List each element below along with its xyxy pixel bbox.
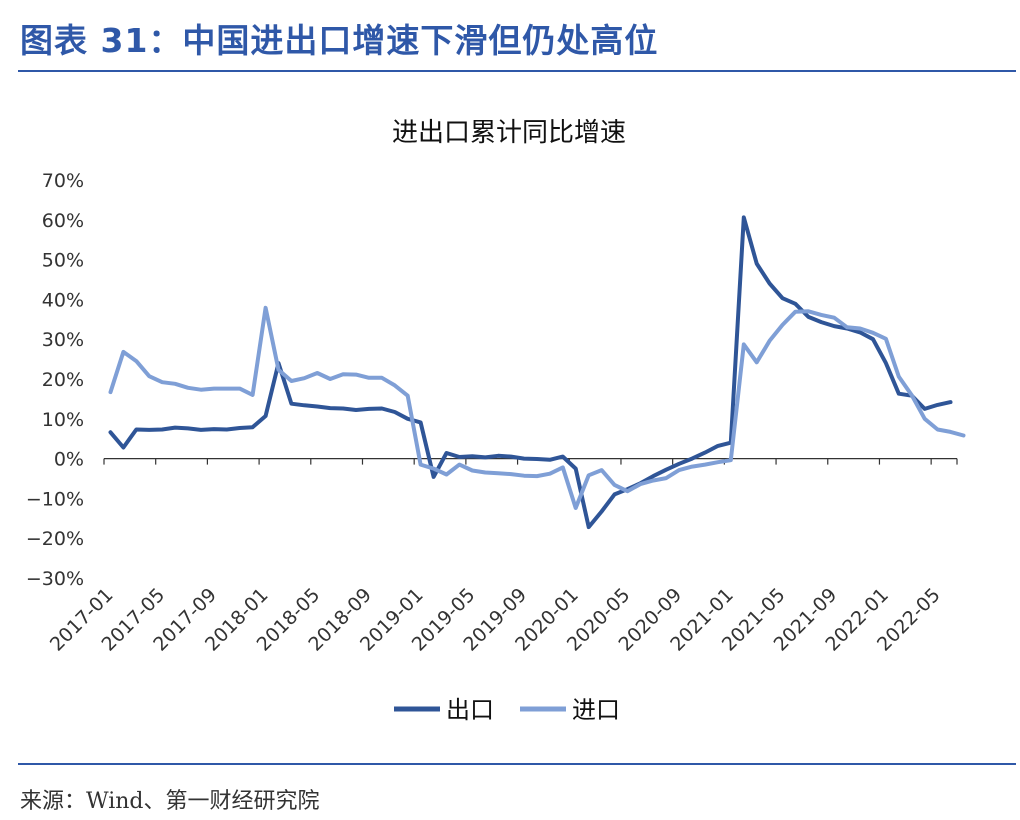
x-axis: 2017-012017-052017-092018-012018-052018-…	[46, 458, 958, 656]
y-tick-label: 70%	[42, 170, 84, 192]
y-tick-label: 20%	[42, 369, 84, 391]
y-tick-label: 50%	[42, 250, 84, 272]
legend-label: 出口	[446, 696, 494, 724]
source-note: 来源：Wind、第一财经研究院	[20, 789, 320, 814]
figure-title: 图表 31：中国进出口增速下滑但仍处高位	[20, 21, 659, 60]
chart-title: 进出口累计同比增速	[392, 118, 626, 148]
y-tick-label: −10%	[26, 488, 84, 510]
legend-label: 进口	[572, 696, 620, 724]
series-line-import	[108, 305, 966, 510]
y-axis: 70% 60% 50% 40% 30% 20% 10% 0% −10% −20% −30%	[26, 170, 84, 590]
y-tick-label: 60%	[42, 210, 84, 232]
y-tick-label: 0%	[54, 449, 84, 471]
title-rule	[18, 70, 1016, 72]
source-rule	[18, 763, 1016, 765]
y-tick-label: −20%	[26, 528, 84, 550]
series-lines	[108, 215, 966, 530]
legend: 出口 进口	[394, 696, 620, 724]
y-tick-label: 10%	[42, 409, 84, 431]
y-tick-label: 40%	[42, 289, 84, 311]
y-tick-label: 30%	[42, 329, 84, 351]
y-tick-label: −30%	[26, 568, 84, 590]
series-line-export	[108, 215, 953, 530]
